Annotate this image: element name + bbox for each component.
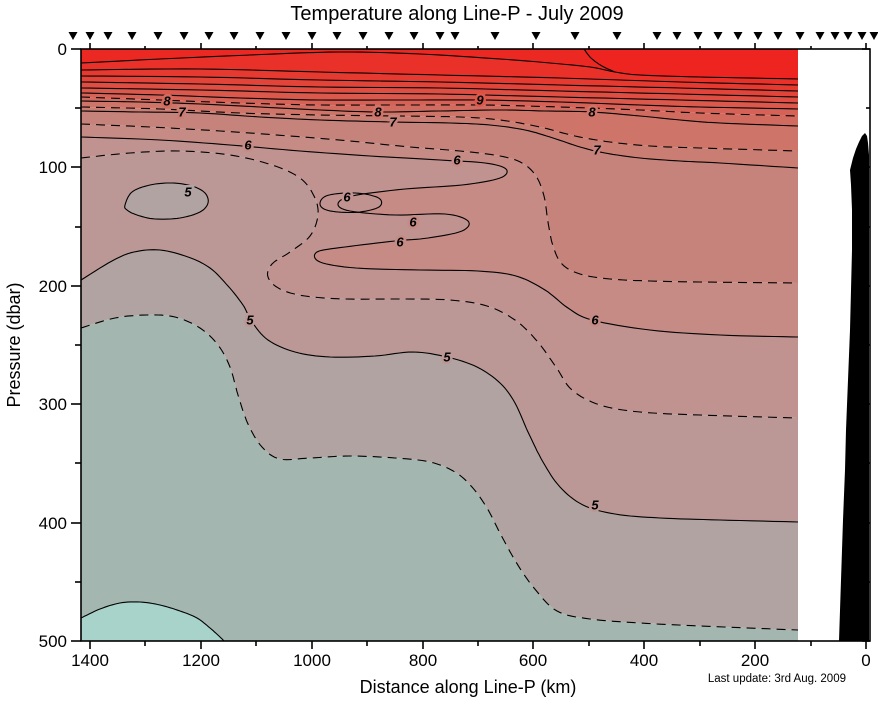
contour-value-label: 7	[178, 105, 186, 120]
contour-value-label: 6	[343, 190, 351, 205]
station-marker	[673, 32, 682, 40]
x-tick-label: 0	[861, 651, 870, 670]
station-marker	[734, 32, 743, 40]
contour-value-label: 5	[246, 313, 254, 328]
contour-value-label: 9	[476, 93, 484, 108]
y-axis-label: Pressure (dbar)	[4, 282, 24, 407]
station-marker	[128, 32, 137, 40]
contour-value-label: 5	[443, 350, 451, 365]
station-marker	[754, 32, 763, 40]
station-marker	[308, 32, 317, 40]
x-tick-label: 1400	[71, 651, 109, 670]
station-marker	[774, 32, 783, 40]
contour-value-label: 7	[389, 115, 397, 130]
bathymetry-shape	[839, 133, 869, 641]
station-marker	[333, 32, 342, 40]
station-marker	[410, 32, 419, 40]
contour-value-label: 6	[409, 215, 417, 230]
station-marker	[613, 32, 622, 40]
station-marker	[451, 32, 460, 40]
station-markers	[69, 32, 878, 40]
station-marker	[104, 32, 113, 40]
contour-value-label: 5	[184, 185, 192, 200]
x-axis-label: Distance along Line-P (km)	[360, 677, 577, 697]
y-tick-label: 300	[39, 395, 67, 414]
station-marker	[69, 32, 78, 40]
station-marker	[282, 32, 291, 40]
y-tick-label: 400	[39, 514, 67, 533]
station-marker	[180, 32, 189, 40]
station-marker	[532, 32, 541, 40]
x-tick-label: 400	[630, 651, 658, 670]
station-marker	[831, 32, 840, 40]
station-marker	[86, 32, 95, 40]
station-marker	[491, 32, 500, 40]
station-marker	[714, 32, 723, 40]
y-tick-label: 0	[58, 40, 67, 59]
y-tick-label: 500	[39, 632, 67, 651]
closed-contour-5	[125, 183, 209, 219]
station-marker	[571, 32, 580, 40]
contour-value-label: 8	[374, 105, 382, 120]
station-marker	[256, 32, 265, 40]
contour-value-label: 8	[163, 94, 171, 109]
y-tick-label: 100	[39, 158, 67, 177]
contour-value-label: 8	[588, 105, 596, 120]
chart-title: Temperature along Line-P - July 2009	[290, 3, 623, 25]
station-marker	[844, 32, 853, 40]
station-marker	[858, 32, 867, 40]
last-update-note: Last update: 3rd Aug. 2009	[708, 673, 846, 685]
bathymetry	[839, 133, 869, 641]
contour-value-label: 5	[591, 498, 599, 513]
x-tick-label: 800	[409, 651, 437, 670]
station-marker	[653, 32, 662, 40]
station-marker	[436, 32, 445, 40]
station-marker	[796, 32, 805, 40]
station-marker	[230, 32, 239, 40]
x-tick-label: 1000	[293, 651, 331, 670]
station-marker	[816, 32, 825, 40]
contour-value-label: 7	[593, 143, 601, 158]
station-marker	[154, 32, 163, 40]
x-tick-label: 600	[519, 651, 547, 670]
y-tick-label: 200	[39, 277, 67, 296]
station-marker	[694, 32, 703, 40]
station-marker	[359, 32, 368, 40]
contour-value-label: 6	[453, 153, 461, 168]
x-tick-label: 1200	[182, 651, 220, 670]
x-tick-label: 200	[741, 651, 769, 670]
station-marker	[385, 32, 394, 40]
contour-value-label: 6	[591, 313, 599, 328]
contour-value-label: 6	[244, 138, 252, 153]
station-marker	[205, 32, 214, 40]
plot-fills	[81, 49, 798, 641]
station-marker	[870, 32, 878, 40]
contour-value-label: 6	[396, 235, 404, 250]
